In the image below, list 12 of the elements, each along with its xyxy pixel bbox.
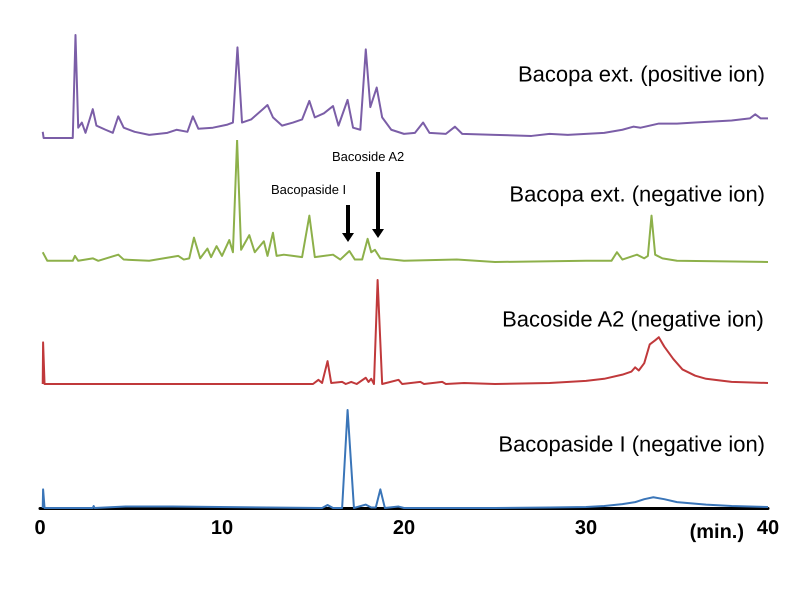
x-tick-label: 10: [210, 517, 234, 539]
text: Bacoside A2 (negative ion): [502, 306, 764, 332]
annotation: Bacopaside I: [271, 182, 346, 197]
x-tick-label: 0: [34, 517, 46, 539]
annotation: Bacoside A2: [332, 149, 404, 164]
x-axis-title: (min.): [690, 521, 744, 543]
text: Bacopa ext. (positive ion): [518, 62, 766, 86]
text: Bacopa ext. (negative ion): [509, 182, 766, 206]
text: Bacopaside I (negative ion): [498, 432, 766, 456]
x-tick-label: 30: [574, 517, 598, 539]
x-tick-label: 20: [392, 517, 416, 539]
x-tick-label: 40: [756, 517, 780, 539]
